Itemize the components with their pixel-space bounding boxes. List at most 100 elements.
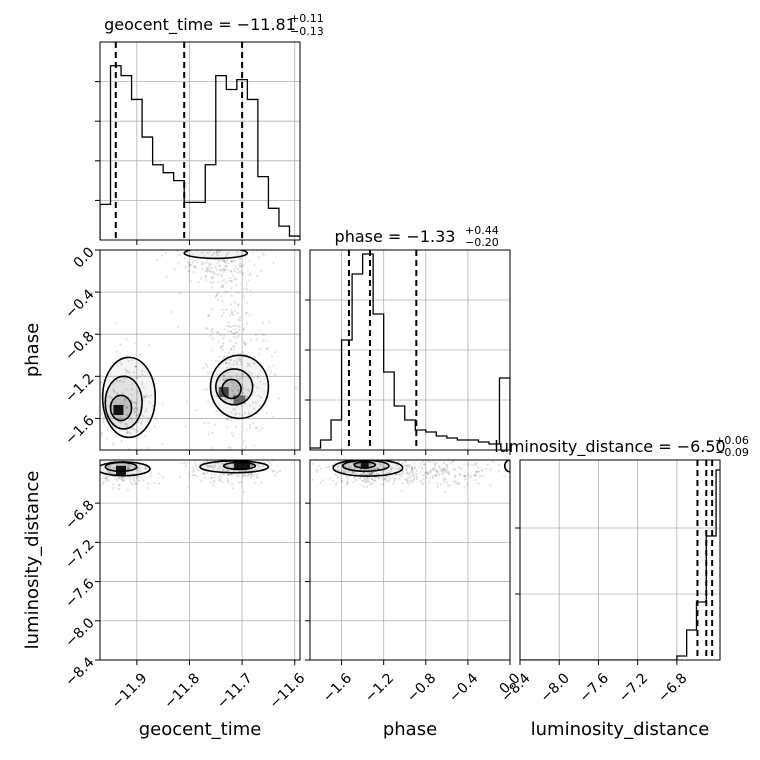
scatter-point	[252, 362, 255, 365]
scatter-point	[369, 472, 372, 475]
y-ticks: −8.4 −8.0 −7.6 −7.2 −6.8	[62, 497, 100, 690]
scatter-point	[223, 265, 226, 268]
scatter-point	[232, 384, 235, 388]
scatter-point	[215, 251, 218, 254]
y-tick-label: −7.2	[62, 537, 97, 572]
scatter-point	[144, 467, 147, 470]
scatter-point	[225, 366, 229, 369]
scatter-point	[236, 377, 239, 380]
scatter-point	[253, 363, 256, 366]
scatter-point	[236, 312, 239, 315]
scatter-point	[229, 242, 231, 244]
scatter-point	[453, 474, 456, 477]
scatter-point	[152, 453, 154, 455]
scatter-point	[257, 256, 260, 259]
scatter-point	[238, 319, 242, 322]
scatter-point	[404, 464, 407, 467]
scatter-point	[233, 347, 236, 351]
scatter-point	[227, 321, 230, 324]
scatter-point	[368, 473, 371, 476]
scatter-point	[263, 334, 266, 337]
scatter-point	[123, 451, 125, 453]
scatter-point	[341, 470, 344, 473]
scatter-point	[230, 473, 233, 476]
scatter-point	[246, 395, 249, 398]
scatter-point	[399, 473, 402, 476]
scatter-point	[449, 461, 452, 464]
scatter-point	[239, 352, 242, 355]
scatter-point	[191, 466, 194, 470]
scatter-point	[366, 479, 369, 482]
scatter-point	[230, 309, 233, 312]
scatter-point	[190, 263, 193, 266]
scatter-point	[432, 467, 435, 470]
scatter-point	[207, 432, 210, 436]
scatter-point	[229, 446, 232, 449]
scatter-point	[351, 470, 354, 474]
scatter-point	[419, 479, 422, 482]
scatter-point	[424, 472, 427, 475]
scatter-point	[377, 476, 381, 480]
scatter-point	[249, 476, 252, 479]
scatter-point	[232, 352, 235, 355]
scatter-point	[204, 274, 207, 277]
scatter-point	[244, 469, 247, 472]
scatter-point	[223, 374, 226, 377]
scatter-point	[207, 314, 210, 317]
scatter-point	[108, 471, 111, 474]
scatter-point	[230, 294, 233, 297]
scatter-point	[389, 469, 392, 473]
scatter-point	[367, 473, 371, 476]
scatter-point	[200, 263, 204, 266]
scatter-point	[406, 479, 409, 482]
scatter-point	[120, 363, 123, 366]
scatter-point	[232, 382, 235, 385]
scatter-point	[349, 458, 351, 460]
scatter-point	[138, 467, 141, 470]
scatter-point	[134, 365, 137, 368]
scatter-point	[374, 479, 377, 482]
scatter-point	[207, 400, 210, 403]
scatter-point	[442, 462, 445, 465]
scatter-point	[412, 471, 415, 474]
scatter-point	[473, 473, 477, 477]
scatter-point	[210, 307, 213, 310]
scatter-point	[136, 421, 139, 424]
scatter-point	[410, 479, 414, 482]
scatter-point	[255, 426, 258, 429]
scatter-point	[249, 365, 252, 368]
scatter-point	[413, 476, 416, 479]
scatter-point	[446, 481, 449, 484]
scatter-point	[221, 285, 225, 289]
scatter-point	[203, 245, 205, 247]
scatter-point	[220, 314, 224, 318]
scatter-point	[161, 453, 163, 455]
scatter-point	[458, 473, 461, 477]
scatter-point	[157, 472, 161, 475]
x-tick-label: −1.6	[320, 670, 355, 705]
scatter-point	[398, 473, 401, 476]
scatter-point	[362, 471, 366, 475]
scatter-point	[429, 471, 432, 474]
scatter-point	[255, 275, 259, 278]
scatter-point	[126, 465, 129, 469]
xlabel-phase: phase	[383, 719, 437, 740]
scatter-point	[212, 484, 215, 487]
scatter-point	[119, 379, 122, 382]
scatter-point	[122, 479, 125, 482]
scatter-point	[240, 360, 243, 364]
scatter-point	[231, 313, 234, 317]
scatter-point	[270, 355, 273, 358]
scatter-point	[143, 395, 146, 399]
scatter-point	[371, 471, 374, 474]
panel-frame	[99, 41, 301, 241]
title-ldist-minus: −0.09	[715, 446, 749, 459]
scatter-point	[178, 253, 181, 256]
scatter-point	[160, 254, 163, 257]
scatter-point	[233, 269, 237, 273]
scatter-point	[210, 281, 213, 284]
scatter-point	[223, 398, 226, 402]
scatter-point	[223, 259, 226, 262]
scatter-point	[208, 264, 211, 267]
